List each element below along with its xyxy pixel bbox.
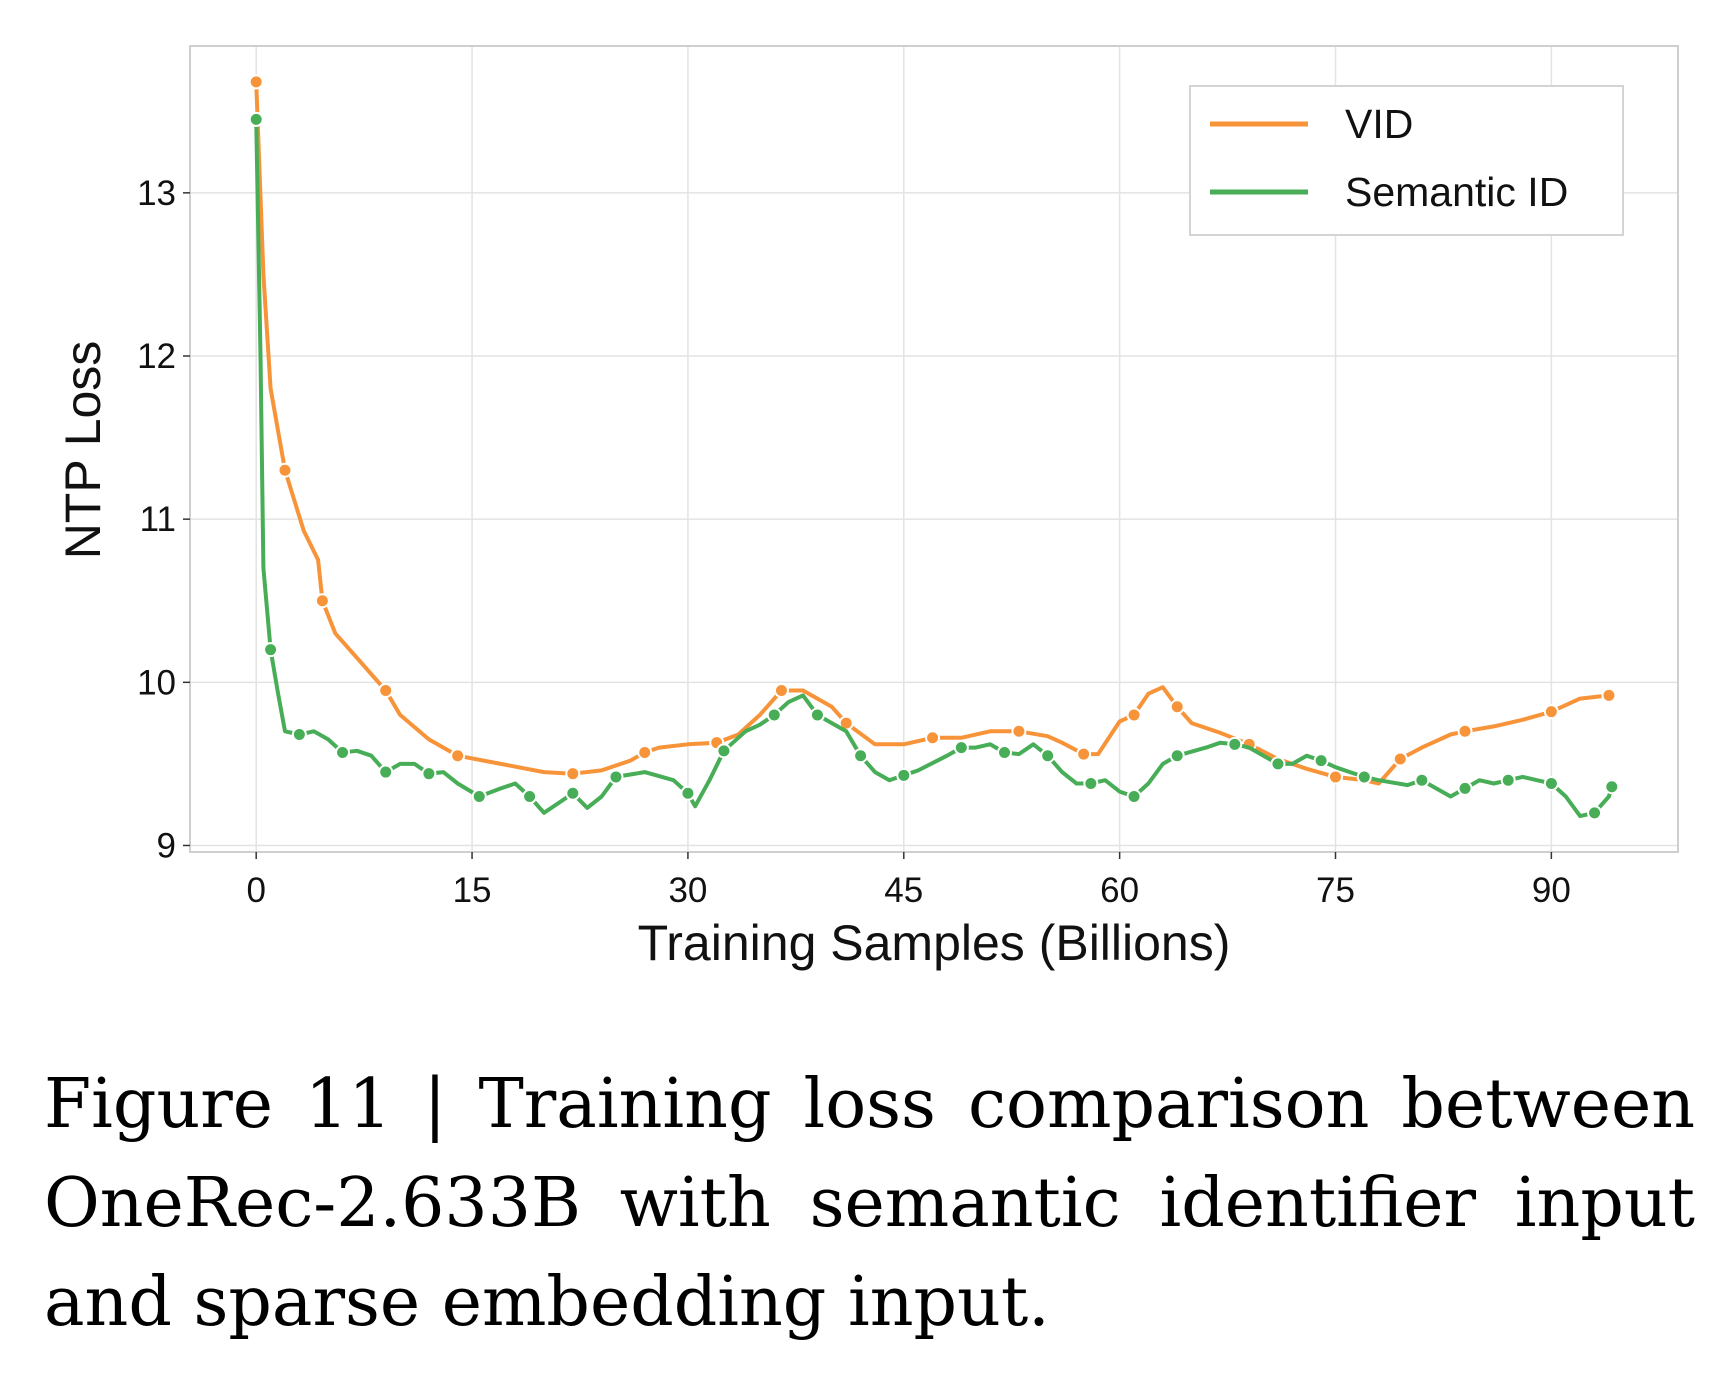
legend-label-vid: VID [1345,101,1413,147]
x-tick-label: 75 [1316,871,1355,910]
line-chart: 0 15 30 45 60 75 90 9 10 11 12 13 Training Samples … [55,45,1679,971]
legend-label-semantic-id: Semantic ID [1345,169,1568,215]
data-point-vid [773,682,789,698]
x-tick-label: 45 [884,871,923,910]
data-point-semantic-id [1227,736,1243,752]
y-tick-label: 11 [140,500,176,539]
data-point-semantic-id [378,764,394,780]
data-point-semantic-id [1587,805,1603,821]
data-point-vid [314,593,330,609]
data-point-semantic-id [608,769,624,785]
plot-frame [189,45,1679,853]
data-point-semantic-id [1270,756,1286,772]
data-point-semantic-id [953,740,969,756]
x-axis-label: Training Samples (Billions) [638,915,1231,971]
data-point-vid [1076,746,1092,762]
data-point-semantic-id [1356,769,1372,785]
data-point-semantic-id [896,767,912,783]
y-tick-label: 10 [137,663,176,702]
figure-caption: Figure 11 | Training loss comparison bet… [44,1065,1695,1342]
data-point-semantic-id [997,744,1013,760]
data-point-semantic-id [1543,775,1559,791]
x-tick-label: 90 [1532,871,1571,910]
data-point-semantic-id [335,744,351,760]
data-point-vid [1601,687,1617,703]
data-point-semantic-id [1604,779,1620,795]
data-point-semantic-id [1457,780,1473,796]
data-point-vid [1328,769,1344,785]
data-point-semantic-id [853,748,869,764]
y-tick-label: 9 [157,826,176,865]
data-point-vid [378,682,394,698]
data-point-vid [1457,723,1473,739]
data-point-vid [1169,699,1185,715]
x-tick-label: 15 [453,871,492,910]
data-point-semantic-id [291,727,307,743]
data-point-semantic-id [565,785,581,801]
data-point-semantic-id [1040,748,1056,764]
data-point-semantic-id [809,707,825,723]
data-point-semantic-id [716,743,732,759]
data-point-vid [925,730,941,746]
y-axis-label: NTP Loss [55,341,111,560]
legend: VID Semantic ID [1189,85,1624,236]
data-point-semantic-id [421,766,437,782]
data-point-semantic-id [1500,772,1516,788]
data-point-vid [1126,707,1142,723]
data-point-vid [277,462,293,478]
x-tick-label: 30 [668,871,707,910]
data-point-semantic-id [1169,748,1185,764]
data-point-vid [450,748,466,764]
data-point-vid [637,744,653,760]
data-point-semantic-id [522,789,538,805]
data-point-semantic-id [766,707,782,723]
x-tick-label: 0 [246,871,265,910]
data-point-semantic-id [263,642,279,658]
data-point-semantic-id [471,789,487,805]
data-point-vid [1392,751,1408,767]
y-tick-label: 13 [137,174,176,213]
data-point-semantic-id [1126,789,1142,805]
data-point-semantic-id [1414,772,1430,788]
data-point-semantic-id [680,785,696,801]
data-point-vid [565,766,581,782]
y-tick-label: 12 [137,337,176,376]
data-point-vid [1543,704,1559,720]
data-point-semantic-id [1313,753,1329,769]
legend-box [1189,85,1624,236]
data-point-semantic-id [248,111,264,127]
data-point-vid [1011,723,1027,739]
x-tick-label: 60 [1100,871,1139,910]
data-point-semantic-id [1083,775,1099,791]
data-point-vid [248,74,264,90]
